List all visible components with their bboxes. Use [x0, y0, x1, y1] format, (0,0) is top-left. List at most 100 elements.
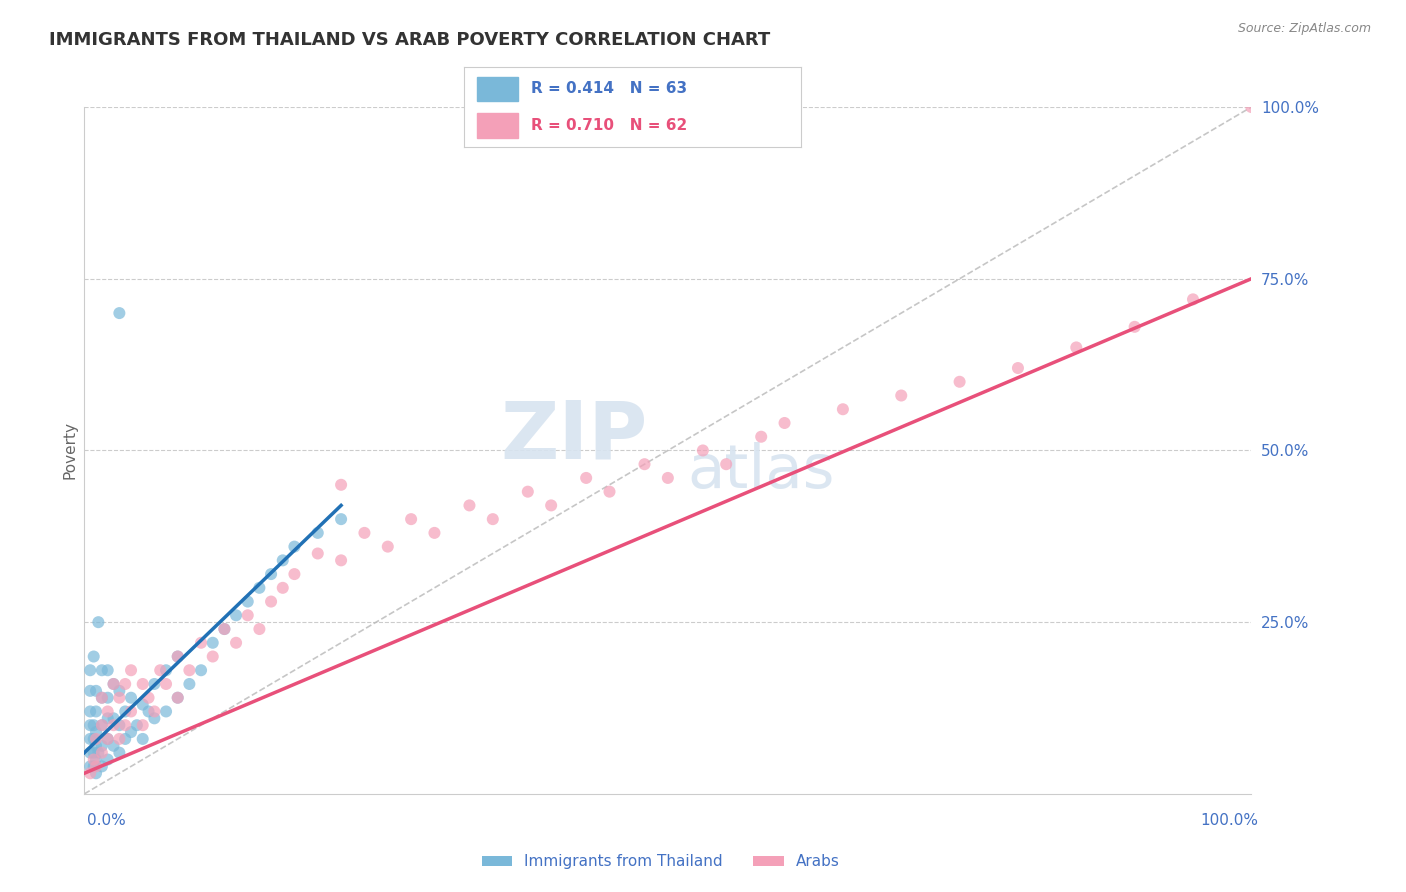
Point [90, 759, 112, 773]
Point [190, 663, 212, 677]
Point [949, 375, 972, 389]
Point [120, 725, 142, 739]
Point [83, 759, 105, 773]
Point [103, 677, 125, 691]
Point [1123, 319, 1146, 334]
Point [84, 731, 107, 746]
Point [83, 718, 105, 732]
Point [179, 677, 201, 691]
Point [166, 649, 188, 664]
Point [132, 698, 155, 712]
Point [79, 663, 101, 677]
Point [179, 663, 201, 677]
Point [166, 690, 188, 705]
Point [481, 512, 505, 526]
Point [749, 430, 772, 444]
Point [97, 731, 120, 746]
Point [114, 677, 136, 691]
Point [103, 739, 125, 753]
Point [143, 705, 166, 719]
Point [832, 402, 855, 417]
Point [201, 649, 224, 664]
Point [423, 525, 446, 540]
Point [516, 484, 538, 499]
Point [149, 663, 172, 677]
Point [79, 705, 101, 719]
Point [377, 540, 399, 554]
Point [236, 594, 259, 608]
Point [108, 746, 131, 760]
Point [260, 594, 283, 608]
Point [575, 471, 598, 485]
Point [84, 705, 107, 719]
Point [90, 718, 112, 732]
Point [90, 746, 112, 760]
Point [249, 622, 271, 636]
Point [79, 746, 101, 760]
Point [307, 525, 329, 540]
Point [125, 718, 148, 732]
Point [330, 553, 353, 567]
Point [166, 690, 188, 705]
Point [97, 690, 120, 705]
Point [138, 705, 160, 719]
Point [90, 690, 112, 705]
Point [90, 739, 112, 753]
Point [330, 478, 353, 492]
Point [84, 766, 107, 780]
Point [138, 690, 160, 705]
Point [108, 731, 131, 746]
Point [1066, 340, 1088, 354]
Text: 0.0%: 0.0% [87, 814, 127, 828]
Point [114, 731, 136, 746]
Point [599, 484, 621, 499]
Point [108, 306, 131, 320]
Point [201, 636, 224, 650]
Point [214, 622, 236, 636]
Point [79, 759, 101, 773]
Point [458, 499, 481, 513]
Point [260, 567, 283, 582]
Point [79, 718, 101, 732]
Point [330, 512, 353, 526]
Point [190, 636, 212, 650]
Text: ZIP: ZIP [501, 398, 648, 475]
Point [540, 499, 562, 513]
Point [155, 705, 177, 719]
Point [84, 683, 107, 698]
Point [108, 690, 131, 705]
Point [657, 471, 679, 485]
Point [155, 663, 177, 677]
Point [1007, 361, 1029, 376]
Point [84, 739, 107, 753]
Text: 100.0%: 100.0% [1201, 814, 1258, 828]
Text: Source: ZipAtlas.com: Source: ZipAtlas.com [1237, 22, 1371, 36]
Point [307, 546, 329, 561]
Point [120, 663, 142, 677]
Point [143, 711, 166, 725]
Y-axis label: Poverty: Poverty [62, 421, 77, 480]
Point [283, 567, 305, 582]
Point [143, 677, 166, 691]
Point [225, 636, 247, 650]
Point [84, 725, 107, 739]
Point [83, 753, 105, 767]
Point [114, 705, 136, 719]
Point [249, 581, 271, 595]
Point [79, 766, 101, 780]
Point [120, 690, 142, 705]
Point [155, 677, 177, 691]
Point [166, 649, 188, 664]
Point [90, 718, 112, 732]
Point [87, 615, 110, 630]
Point [84, 759, 107, 773]
Point [97, 663, 120, 677]
Point [79, 731, 101, 746]
Point [225, 608, 247, 623]
Point [271, 553, 294, 567]
Point [132, 677, 155, 691]
Point [83, 649, 105, 664]
Point [271, 581, 294, 595]
Point [103, 718, 125, 732]
Point [97, 711, 120, 725]
